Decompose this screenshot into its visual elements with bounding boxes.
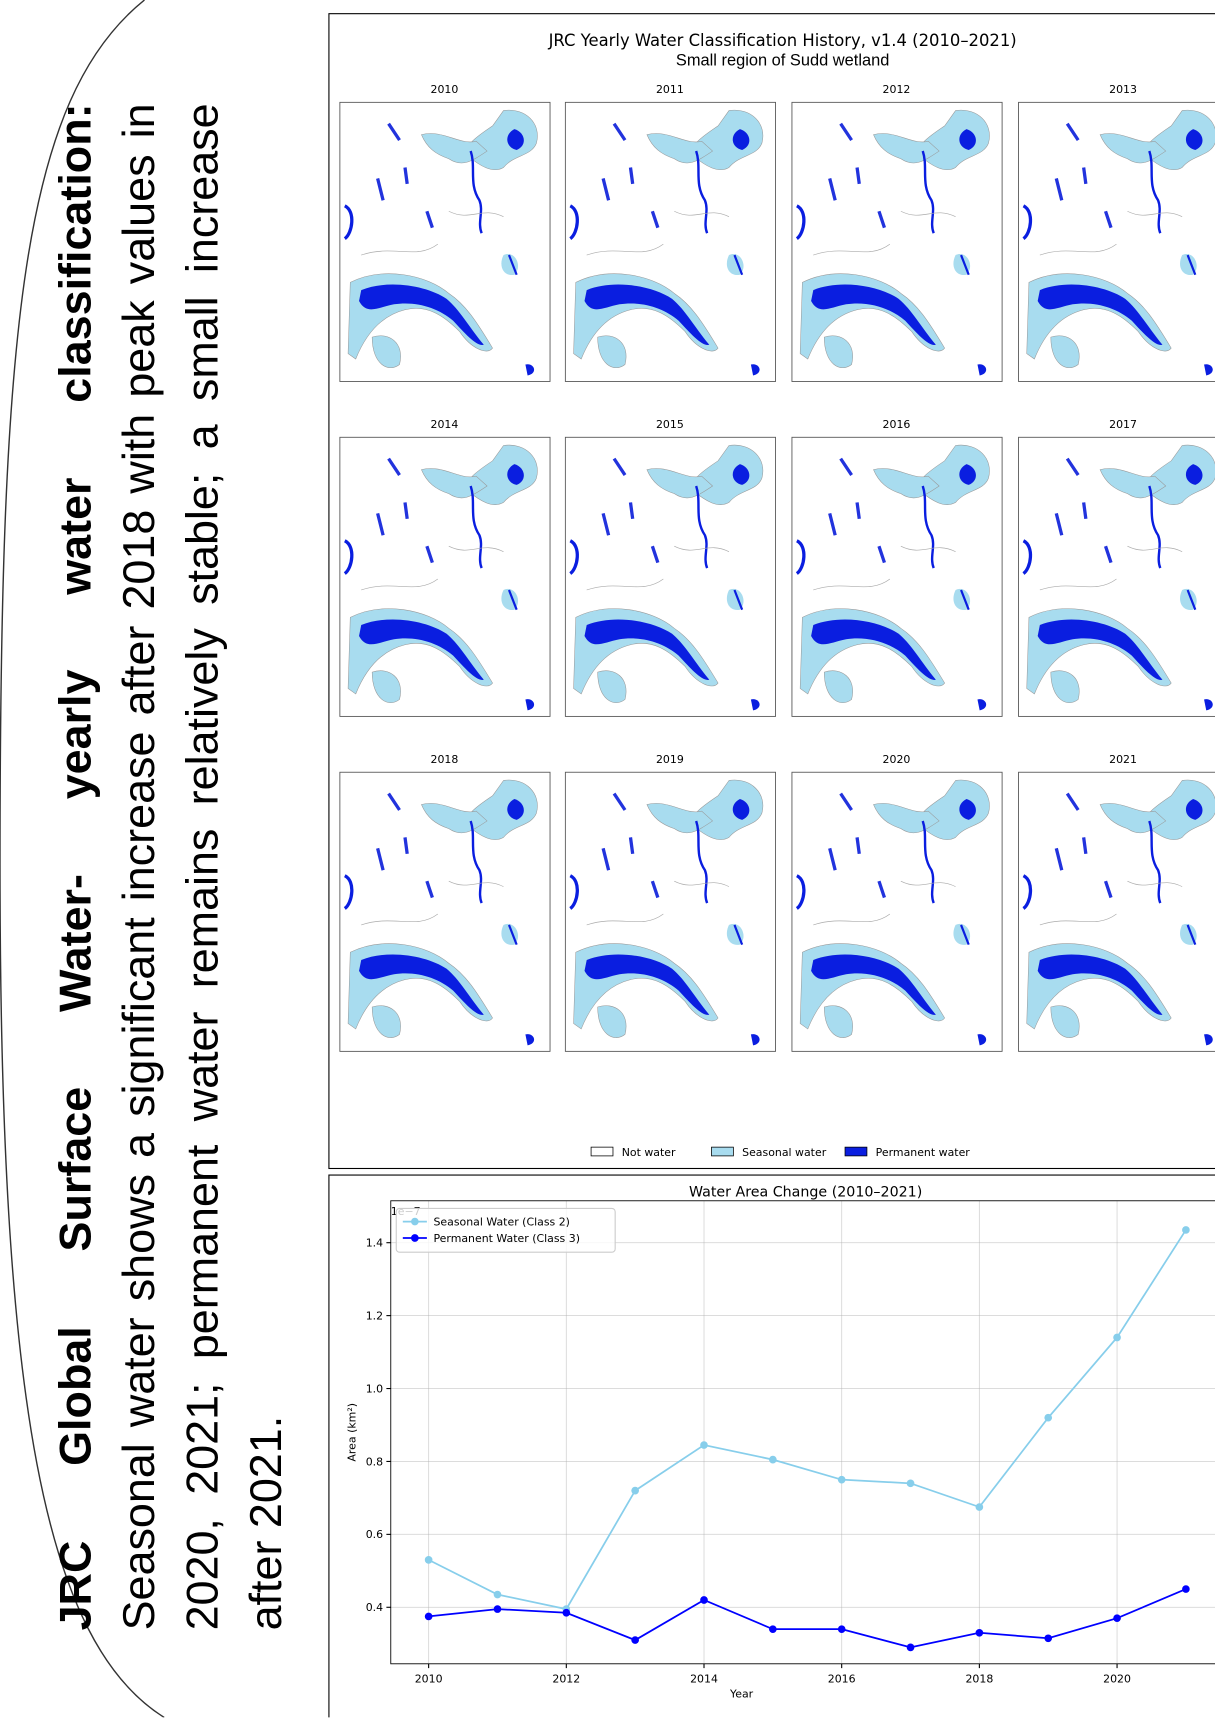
map-year-label: 2014 [430,418,458,431]
data-point [837,1475,846,1484]
x-tick-label: 2012 [552,1672,580,1685]
y-tick-label: 1.2 [366,1309,383,1322]
map-year-label: 2018 [430,753,458,766]
x-tick-label: 2016 [828,1672,856,1685]
map-subtitle: Small region of Sudd wetland [676,52,889,70]
chart-title: Water Area Change (2010–2021) [689,1184,922,1200]
data-point [837,1625,846,1633]
legend-label: Seasonal water [742,1146,827,1159]
map-frame [791,101,1003,382]
map-title: JRC Yearly Water Classification History,… [548,31,1017,50]
x-tick-label: 2020 [1103,1672,1131,1685]
data-point [769,1625,777,1633]
legend-label: Permanent water [876,1146,971,1159]
data-point [975,1628,984,1637]
legend-box [395,1207,616,1253]
data-point [631,1486,639,1495]
data-point [975,1503,984,1511]
series-line [428,1229,1187,1611]
y-tick-label: 0.8 [366,1455,383,1468]
data-point [1113,1333,1121,1342]
map-frame [564,101,776,382]
map-legend: Not water Seasonal water Permanent water [590,1146,971,1159]
map-year-label: 2019 [656,753,684,766]
map-year-label: 2015 [656,418,684,431]
data-point [562,1608,571,1617]
x-tick-label: 2018 [965,1672,993,1685]
map-frame [791,436,1003,717]
data-point [424,1612,433,1621]
data-point [1182,1226,1190,1234]
data-point [700,1596,708,1604]
map-year-label: 2021 [1109,753,1137,766]
map-frame [1018,101,1215,382]
map-frame [1018,436,1215,717]
legend: Seasonal Water (Class 2) Permanent Water … [395,1207,616,1253]
y-tick-label: 0.4 [366,1601,383,1614]
data-point [1044,1413,1053,1422]
chart-frame [328,1174,1215,1718]
map-year-label: 2017 [1109,418,1137,431]
map-frame [339,436,551,717]
legend-swatch [711,1146,734,1157]
map-frame [339,771,551,1052]
data-point [424,1556,433,1564]
slide-body: Seasonal water shows a significant incre… [113,103,291,1631]
legend-marker [411,1217,419,1226]
data-point [493,1605,502,1613]
data-point [769,1455,777,1464]
line-chart: Water Area Change (2010–2021)1e−70.40.60… [346,1184,1215,1701]
map-frame [791,771,1003,1052]
legend-label: Permanent Water (Class 3) [433,1232,580,1245]
map-year-label: 2012 [883,83,911,96]
series-line [428,1588,1187,1649]
map-frame [564,771,776,1052]
y-tick-label: 0.6 [366,1528,383,1541]
plot-frame [390,1200,1215,1665]
map-grid: 2010 2011 2012 2013 2014 2015 2016 2017 2018 2019… [339,83,1215,1052]
y-tick-label: 1.4 [366,1237,383,1250]
map-frame [339,101,551,382]
slide-arc [0,0,165,1718]
data-point [631,1636,639,1644]
data-point [493,1590,502,1599]
map-year-label: 2020 [883,753,911,766]
legend-label: Seasonal Water (Class 2) [433,1215,569,1228]
x-tick-label: 2010 [415,1672,443,1685]
data-point [1113,1614,1121,1623]
data-point [906,1643,915,1652]
slide-text: JRC Global Surface Water- yearly water c… [43,103,297,1630]
y-axis-label: Area (km²) [346,1403,359,1462]
legend-marker [411,1234,419,1242]
map-year-label: 2011 [656,83,684,96]
map-frame [1018,771,1215,1052]
legend-label: Not water [622,1146,676,1159]
slide-heading: JRC Global Surface Water- yearly water c… [49,103,101,1631]
map-year-label: 2016 [883,418,911,431]
data-point [700,1441,708,1449]
map-frame [564,436,776,717]
x-axis-label: Year [729,1688,754,1701]
legend-swatch [590,1146,614,1157]
map-year-label: 2013 [1109,83,1137,96]
data-point [1044,1634,1053,1643]
data-point [906,1479,915,1488]
x-tick-label: 2014 [690,1672,718,1685]
map-year-label: 2010 [430,83,458,96]
y-tick-label: 1.0 [366,1382,383,1395]
data-point [1182,1585,1190,1593]
legend-swatch [844,1146,868,1157]
